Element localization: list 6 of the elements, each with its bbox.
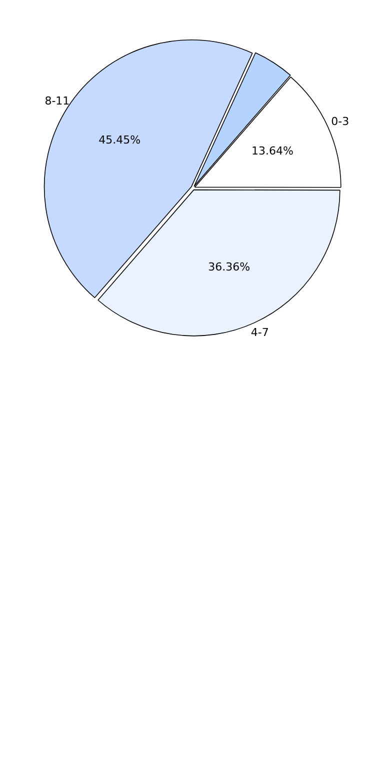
data-label: 45.45% xyxy=(98,134,141,147)
slice-label: 8-11 xyxy=(44,94,70,108)
data-label: 13.64% xyxy=(252,144,294,158)
slice-label: 0-3 xyxy=(331,114,350,128)
data-label: 36.36% xyxy=(208,260,250,274)
slice-label: 4-7 xyxy=(250,326,269,340)
